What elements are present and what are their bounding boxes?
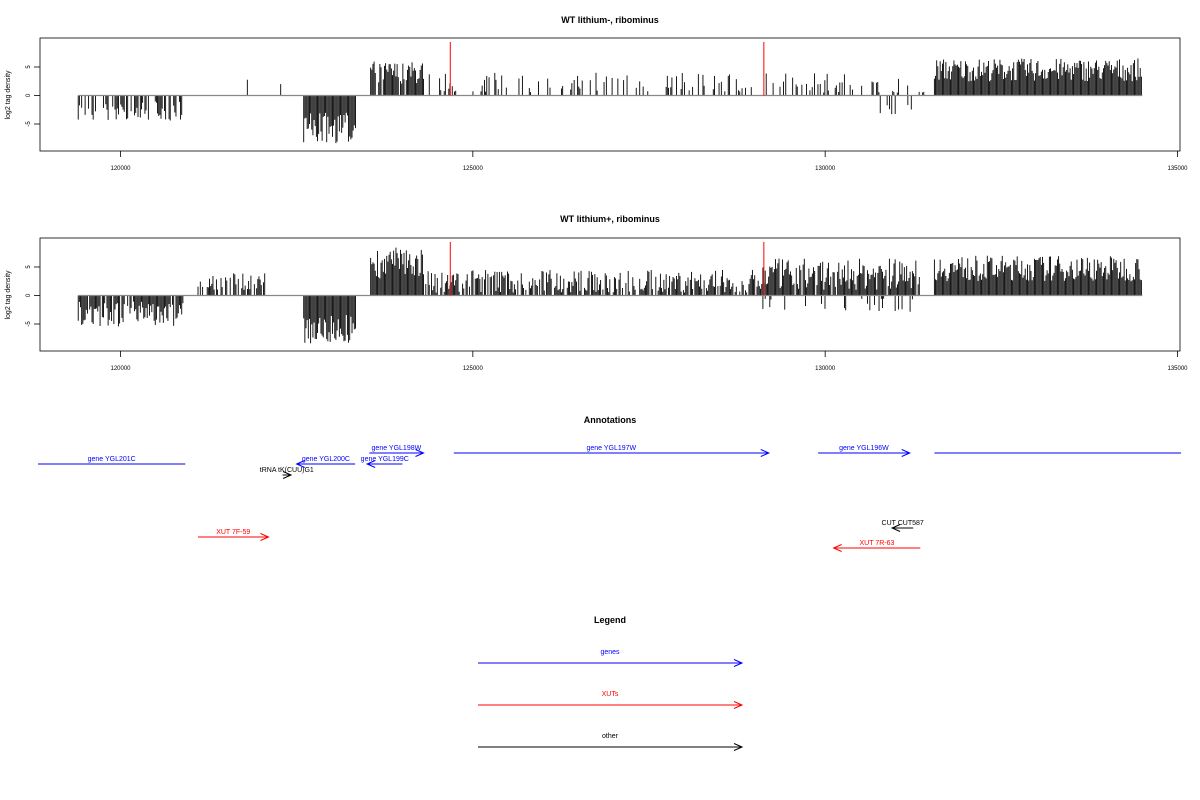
annotation-feature: tRNA tK(CUU)G1 bbox=[260, 467, 314, 479]
panel-2-y-axis: -5 0 5 bbox=[26, 265, 40, 327]
legend-items: genes XUTs other bbox=[478, 649, 744, 751]
legend-item: other bbox=[478, 733, 744, 751]
legend-label: XUTs bbox=[602, 691, 619, 698]
feature-label: gene YGL196W bbox=[839, 445, 889, 452]
y-tick-label: 0 bbox=[26, 93, 32, 97]
panel-1-y-axis-label: log2 tag density bbox=[5, 70, 12, 120]
x-tick-label: 130000 bbox=[815, 166, 836, 172]
annotation-features: gene YGL201C tRNA tK(CUU)G1 gene YGL200C ge… bbox=[38, 445, 1182, 552]
annotation-feature: gene YGL200C bbox=[295, 456, 356, 468]
feature-label: gene YGL201C bbox=[88, 456, 136, 463]
panel-2-bars bbox=[77, 247, 1142, 344]
feature-label: CUT CUT587 bbox=[882, 520, 924, 527]
arrow-head bbox=[282, 471, 293, 479]
panel-1-frame bbox=[39, 37, 1181, 152]
arrow-head bbox=[890, 524, 901, 532]
arrow-head bbox=[260, 533, 270, 541]
arrow-head bbox=[415, 449, 425, 457]
panel-1-title: WT lithium-, ribominus bbox=[561, 15, 659, 25]
x-tick-label: 120000 bbox=[110, 366, 131, 372]
legend-label: genes bbox=[600, 649, 620, 656]
feature-label: gene YGL198W bbox=[372, 445, 422, 452]
panel-1-bars bbox=[77, 58, 1142, 144]
panel-1-x-axis: 120000 125000 130000 135000 bbox=[110, 151, 1188, 172]
arrow-head bbox=[733, 659, 744, 667]
feature-label: gene YGL200C bbox=[302, 456, 350, 463]
y-tick-label: 0 bbox=[26, 293, 32, 297]
panel-2-markers bbox=[449, 242, 765, 296]
arrow-head bbox=[733, 701, 744, 709]
annotation-feature: gene YGL196W bbox=[818, 445, 911, 457]
y-tick-label: 5 bbox=[26, 65, 32, 69]
legend-title: Legend bbox=[594, 615, 626, 625]
arrow-head bbox=[901, 449, 911, 457]
y-tick-label: -5 bbox=[26, 321, 32, 327]
arrow-head bbox=[760, 449, 771, 457]
feature-label: tRNA tK(CUU)G1 bbox=[260, 467, 314, 474]
annotation-feature: gene YGL201C bbox=[38, 456, 186, 465]
arrow-head bbox=[832, 544, 842, 552]
feature-label: gene YGL197W bbox=[586, 445, 636, 452]
feature-label: XUT 7R-63 bbox=[860, 540, 895, 547]
x-tick-label: 125000 bbox=[463, 366, 484, 372]
arrow-head bbox=[295, 460, 305, 468]
annotation-feature: gene YGL198W bbox=[369, 445, 425, 457]
x-tick-label: 135000 bbox=[1167, 166, 1188, 172]
annotation-feature: CUT CUT587 bbox=[882, 520, 924, 532]
annotation-feature: gene YGL197W bbox=[453, 445, 771, 457]
legend-panel: Legend genes XUTs other bbox=[478, 615, 744, 751]
annotation-feature: gene YGL199C bbox=[361, 456, 409, 468]
panel-2-title: WT lithium+, ribominus bbox=[560, 214, 660, 224]
annotations-title: Annotations bbox=[584, 415, 637, 425]
x-tick-label: 135000 bbox=[1167, 366, 1188, 372]
arrow-head bbox=[733, 743, 744, 751]
arrow-head bbox=[365, 460, 376, 468]
panel-1-markers bbox=[449, 42, 765, 96]
annotation-feature: XUT 7F-59 bbox=[198, 529, 270, 541]
panel-lithium-minus: WT lithium-, ribominus log2 tag density … bbox=[5, 15, 1188, 172]
feature-label: gene YGL199C bbox=[361, 456, 409, 463]
x-tick-label: 130000 bbox=[815, 366, 836, 372]
legend-label: other bbox=[602, 733, 619, 740]
panel-1-y-axis: -5 0 5 bbox=[26, 65, 40, 127]
y-tick-label: 5 bbox=[26, 265, 32, 269]
y-tick-label: -5 bbox=[26, 121, 32, 127]
legend-item: genes bbox=[478, 649, 744, 667]
feature-label: XUT 7F-59 bbox=[216, 529, 250, 536]
legend-item: XUTs bbox=[478, 691, 744, 709]
panel-lithium-plus: WT lithium+, ribominus log2 tag density … bbox=[5, 214, 1188, 372]
panel-2-frame bbox=[39, 237, 1181, 352]
annotation-feature: XUT 7R-63 bbox=[832, 540, 921, 552]
panel-2-x-axis: 120000 125000 130000 135000 bbox=[110, 351, 1188, 372]
x-tick-label: 125000 bbox=[463, 166, 484, 172]
panel-2-y-axis-label: log2 tag density bbox=[5, 270, 12, 320]
x-tick-label: 120000 bbox=[110, 166, 131, 172]
